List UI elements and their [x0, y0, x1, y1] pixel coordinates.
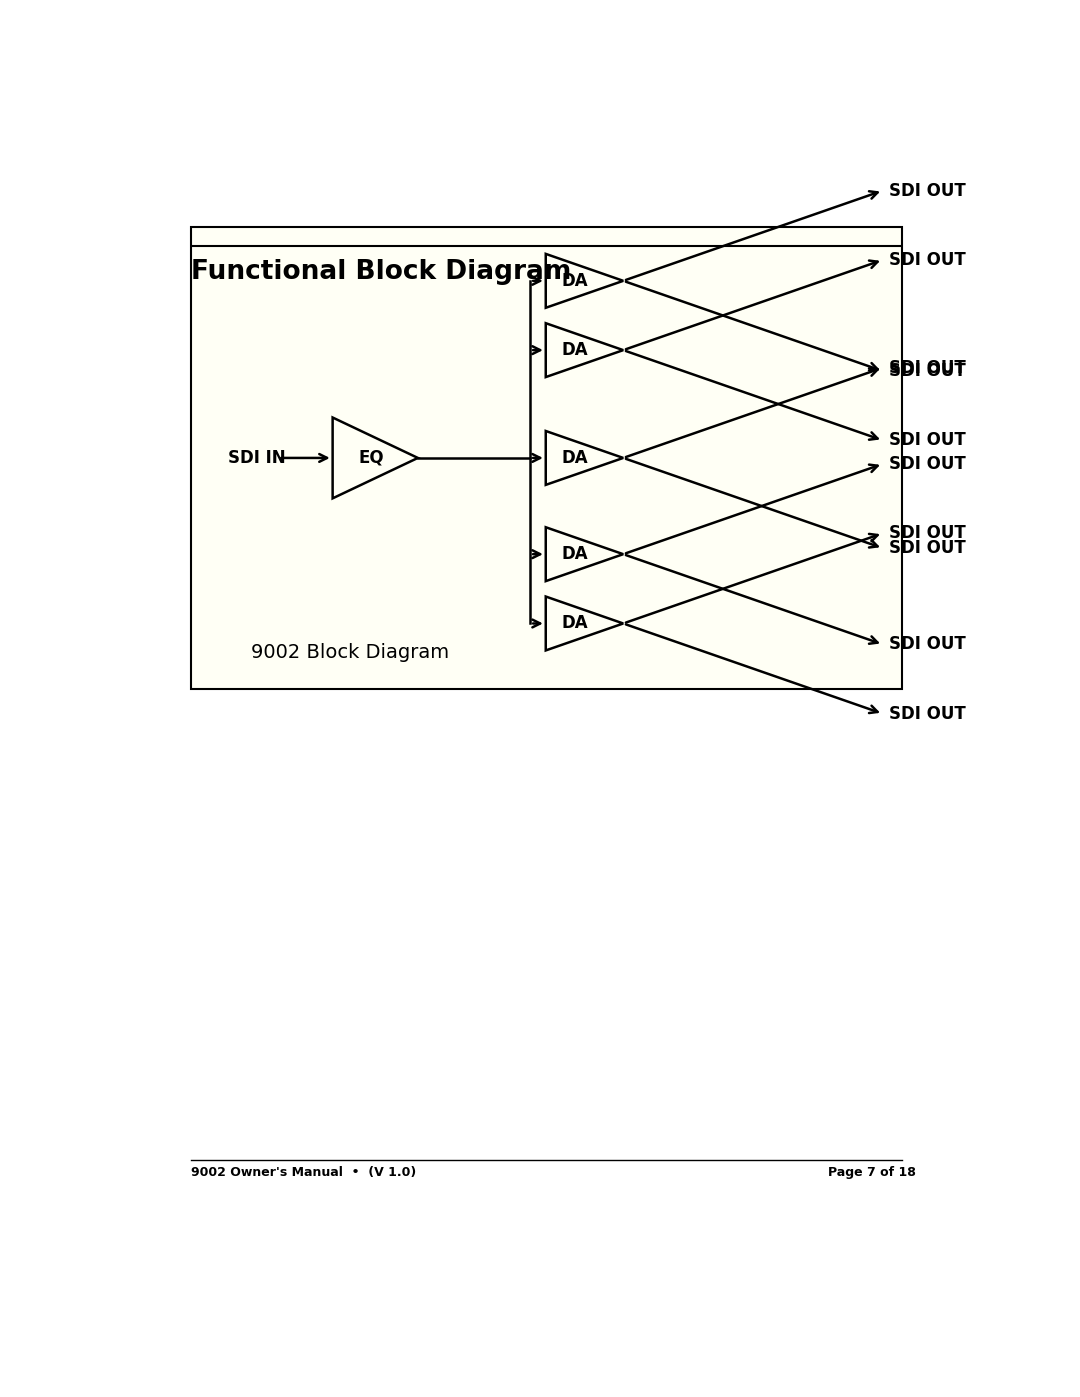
Text: DA: DA	[562, 615, 588, 633]
Text: DA: DA	[562, 448, 588, 467]
Text: SDI OUT: SDI OUT	[889, 524, 966, 542]
Text: SDI OUT: SDI OUT	[889, 704, 966, 722]
Text: SDI OUT: SDI OUT	[889, 455, 966, 474]
Text: SDI OUT: SDI OUT	[889, 251, 966, 268]
Text: 9002 Block Diagram: 9002 Block Diagram	[252, 643, 449, 662]
Bar	[191, 226, 902, 689]
Text: DA: DA	[562, 272, 588, 289]
Text: 9002 Owner's Manual  •  (V 1.0): 9002 Owner's Manual • (V 1.0)	[191, 1166, 416, 1179]
Text: SDI IN: SDI IN	[228, 448, 285, 467]
Text: SDI OUT: SDI OUT	[889, 432, 966, 450]
Text: SDI OUT: SDI OUT	[889, 539, 966, 557]
Text: Functional Block Diagram: Functional Block Diagram	[191, 260, 571, 285]
Text: EQ: EQ	[359, 448, 384, 467]
Text: DA: DA	[562, 545, 588, 563]
Text: SDI OUT: SDI OUT	[889, 636, 966, 654]
Text: DA: DA	[562, 341, 588, 359]
Text: SDI OUT: SDI OUT	[889, 359, 966, 377]
Text: Page 7 of 18: Page 7 of 18	[828, 1166, 916, 1179]
Text: SDI OUT: SDI OUT	[889, 362, 966, 380]
Text: SDI OUT: SDI OUT	[889, 182, 966, 200]
